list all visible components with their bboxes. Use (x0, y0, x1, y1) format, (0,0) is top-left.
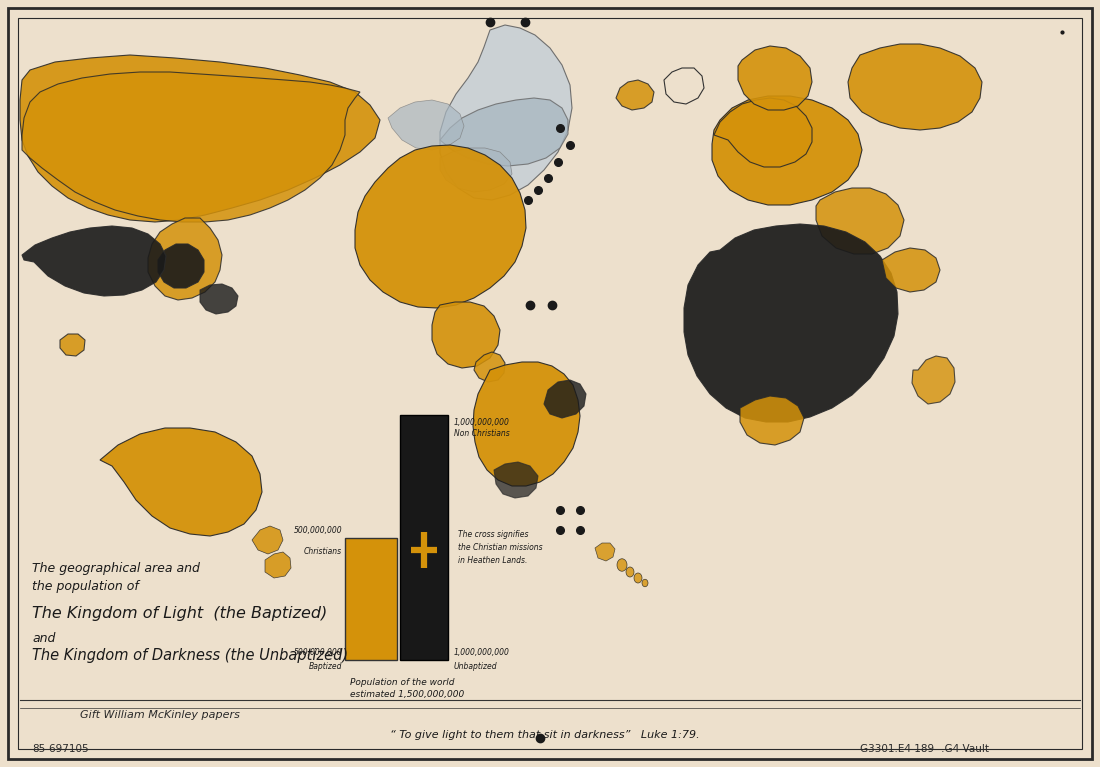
Polygon shape (158, 244, 204, 288)
Polygon shape (544, 380, 586, 418)
Text: 500,000,000: 500,000,000 (294, 648, 342, 657)
Text: 1,000,000,000: 1,000,000,000 (454, 648, 510, 657)
Text: The Kingdom of Darkness (the Unbaptized): The Kingdom of Darkness (the Unbaptized) (32, 648, 348, 663)
Text: Gift William McKinley papers: Gift William McKinley papers (80, 710, 240, 720)
Text: Unbaptized: Unbaptized (454, 662, 497, 671)
Text: The geographical area and: The geographical area and (32, 562, 200, 575)
Polygon shape (22, 226, 166, 296)
Polygon shape (616, 80, 654, 110)
Text: “ To give light to them that sit in darkness”   Luke 1:79.: “ To give light to them that sit in dark… (390, 730, 700, 740)
Text: 85-697105: 85-697105 (32, 744, 89, 754)
Text: Non Christians: Non Christians (454, 429, 509, 438)
Polygon shape (848, 44, 982, 130)
Text: Christians: Christians (304, 547, 342, 555)
Text: The Kingdom of Light  (the Baptized): The Kingdom of Light (the Baptized) (32, 606, 328, 621)
Polygon shape (684, 224, 898, 422)
Text: Population of the world
estimated 1,500,000,000: Population of the world estimated 1,500,… (350, 678, 464, 700)
Polygon shape (100, 428, 262, 536)
Polygon shape (738, 46, 812, 110)
Polygon shape (474, 352, 505, 382)
Text: The cross signifies
the Christian missions
in Heathen Lands.: The cross signifies the Christian missio… (458, 530, 542, 565)
Bar (345, 538, 397, 660)
Polygon shape (388, 100, 464, 150)
Polygon shape (440, 98, 568, 166)
Polygon shape (252, 526, 283, 554)
Text: and: and (32, 632, 55, 645)
Polygon shape (712, 96, 862, 205)
Polygon shape (355, 145, 526, 308)
Text: the population of: the population of (32, 580, 139, 593)
Polygon shape (60, 334, 85, 356)
Polygon shape (200, 284, 238, 314)
Polygon shape (740, 396, 804, 445)
Polygon shape (816, 188, 904, 254)
Ellipse shape (634, 573, 642, 583)
Text: Baptized: Baptized (308, 662, 342, 671)
Ellipse shape (642, 579, 648, 587)
Polygon shape (432, 302, 500, 368)
Polygon shape (440, 25, 572, 200)
Polygon shape (265, 552, 292, 578)
Ellipse shape (617, 558, 627, 571)
Polygon shape (714, 98, 812, 167)
Polygon shape (22, 72, 360, 222)
Polygon shape (664, 68, 704, 104)
Bar (400, 415, 448, 660)
Polygon shape (440, 148, 512, 192)
Polygon shape (912, 356, 955, 404)
Polygon shape (595, 543, 615, 561)
Polygon shape (20, 55, 379, 222)
Text: 1,000,000,000: 1,000,000,000 (454, 418, 510, 427)
Polygon shape (148, 218, 222, 300)
Polygon shape (473, 362, 580, 486)
Ellipse shape (626, 567, 634, 577)
Text: G3301.E4 189- .G4 Vault: G3301.E4 189- .G4 Vault (860, 744, 989, 754)
Polygon shape (882, 248, 940, 292)
Text: 500,000,000: 500,000,000 (294, 526, 342, 535)
Polygon shape (494, 462, 538, 498)
